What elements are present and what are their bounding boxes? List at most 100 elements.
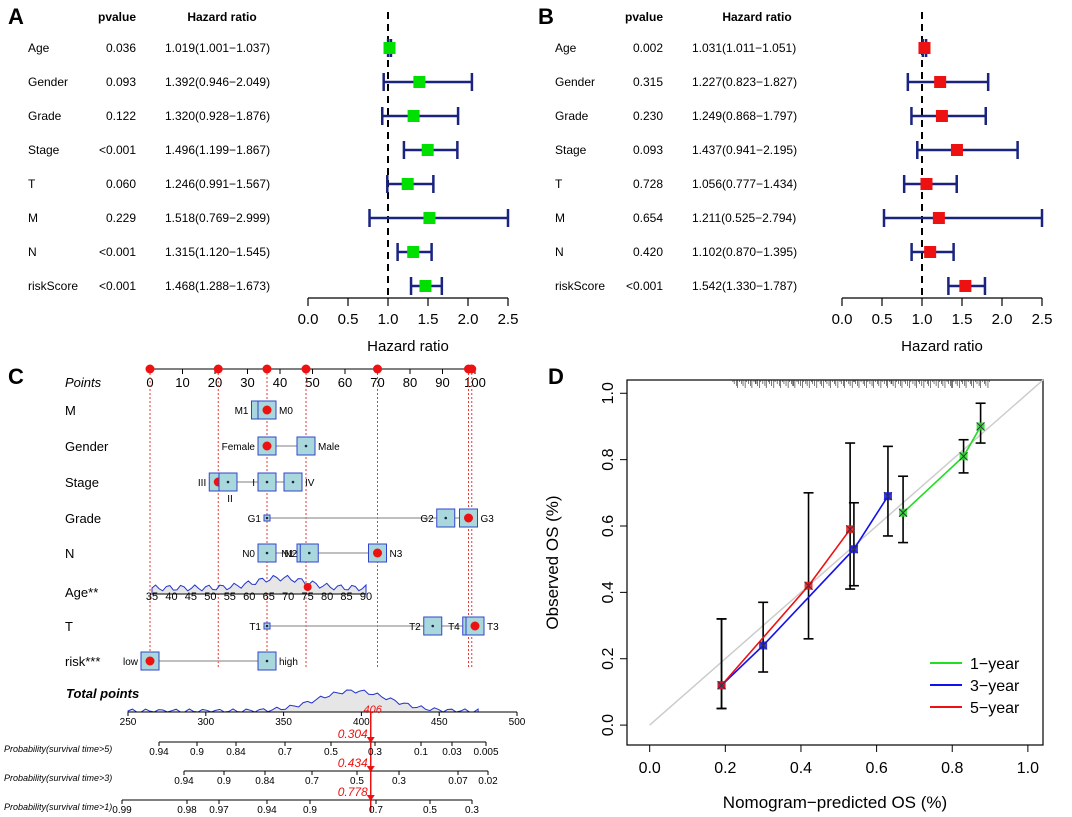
age-tick-label: 90 [360,591,372,603]
probability-tick-label: 0.5 [423,805,437,816]
age-tick-label: 45 [185,591,197,603]
selected-points-dot [213,364,223,374]
panel-label: A [8,4,24,29]
y-tick-label: 0.8 [600,448,617,470]
points-tick-label: 50 [305,375,319,390]
row-pvalue: <0.001 [99,245,136,259]
row-hr-text: 1.031(1.011−1.051) [692,41,796,55]
hr-marker [407,110,420,122]
y-tick-label: 0.2 [600,648,617,670]
row-name: Grade [555,109,589,123]
level-center [265,516,269,520]
points-tick-label: 40 [273,375,287,390]
x-tick-label: 0.8 [941,760,963,777]
x-tick-label: 2.0 [458,311,479,328]
selected-points-dot [373,364,382,374]
level-center [265,624,269,628]
series-marker-cross [976,422,985,431]
probability-tick-label: 0.3 [465,805,479,816]
row-pvalue: <0.001 [99,143,136,157]
hr-marker [918,42,931,54]
x-tick-label: 0.5 [872,311,893,328]
row-name: M [555,211,565,225]
row-name: Gender [28,75,68,89]
total-points-tick-label: 450 [431,717,448,728]
hr-marker [932,212,945,224]
row-hr-text: 1.392(0.946−2.049) [165,75,270,89]
total-points-density [127,689,479,713]
probability-tick-label: 0.3 [368,747,382,758]
level-center [307,551,311,555]
hr-marker [423,212,436,224]
probability-arrow [366,795,375,801]
level-center [304,444,308,448]
row-pvalue: 0.420 [633,245,663,259]
points-tick-label: 60 [338,375,352,390]
header-pvalue: pvalue [98,10,136,24]
panel-label: B [538,4,554,29]
y-tick-label: 1.0 [600,382,617,404]
row-hr-text: 1.320(0.928−1.876) [165,109,270,123]
probability-arrow [366,737,375,743]
variable-label: Stage [65,475,99,490]
x-tick-label: 0.4 [790,760,812,777]
header-hazard-ratio: Hazard ratio [187,10,256,24]
probability-tick-label: 0.9 [190,747,204,758]
level-label: Female [222,442,256,453]
row-hr-text: 1.056(0.777−1.434) [692,177,797,191]
series-marker-cross [758,641,768,650]
probability-tick-label: 0.07 [448,776,468,787]
legend-label: 5−year [970,700,1020,717]
y-tick-label: 0.6 [600,515,617,537]
hr-marker [413,76,426,88]
row-pvalue: 0.654 [633,211,663,225]
hr-marker [421,144,434,156]
row-hr-text: 1.315(1.120−1.545) [165,245,270,259]
probability-tick-label: 0.005 [473,747,498,758]
selected-level-dot [470,621,480,631]
row-name: riskScore [28,279,78,293]
series-line [720,528,851,686]
probability-tick-label: 0.9 [303,805,317,816]
variable-label: T [65,619,73,634]
level-label: N2 [284,549,297,560]
x-tick-label: 1.5 [952,311,973,328]
row-hr-text: 1.211(0.525−2.794) [692,211,796,225]
total-points-label: Total points [66,686,139,701]
selected-points-dot [145,364,155,374]
row-hr-text: 1.019(1.001−1.037) [165,41,270,55]
row-name: T [555,177,563,191]
probability-tick-label: 0.9 [217,776,231,787]
selected-level-dot [464,513,473,523]
level-label: M0 [279,406,293,417]
level-label: II [227,494,233,505]
level-label: N3 [390,549,403,560]
row-pvalue: 0.229 [106,211,136,225]
total-points-tick-label: 500 [509,717,526,728]
probability-tick-label: 0.94 [257,805,277,816]
probability-tick-label: 0.84 [255,776,275,787]
x-tick-label: 0.2 [714,760,736,777]
probability-value: 0.434 [338,756,368,770]
selected-level-dot [373,548,382,558]
age-tick-label: 60 [243,591,255,603]
row-name: N [555,245,564,259]
probability-tick-label: 0.97 [209,805,229,816]
probability-tick-label: 0.5 [324,747,338,758]
series-marker-cross [849,544,859,554]
selected-level-dot [262,441,272,451]
hr-marker [950,144,963,156]
x-axis-title: Hazard ratio [901,338,983,355]
row-hr-text: 1.518(0.769−2.999) [165,211,270,225]
series-line [720,495,889,686]
age-density [151,574,367,595]
age-tick-label: 65 [263,591,275,603]
total-points-tick-label: 300 [197,717,214,728]
level-label: T3 [487,622,499,633]
level-label: M1 [235,406,249,417]
series-marker-cross [845,524,855,534]
row-name: Age [555,41,577,55]
variable-label: Gender [65,439,109,454]
probability-tick-label: 0.03 [442,747,462,758]
